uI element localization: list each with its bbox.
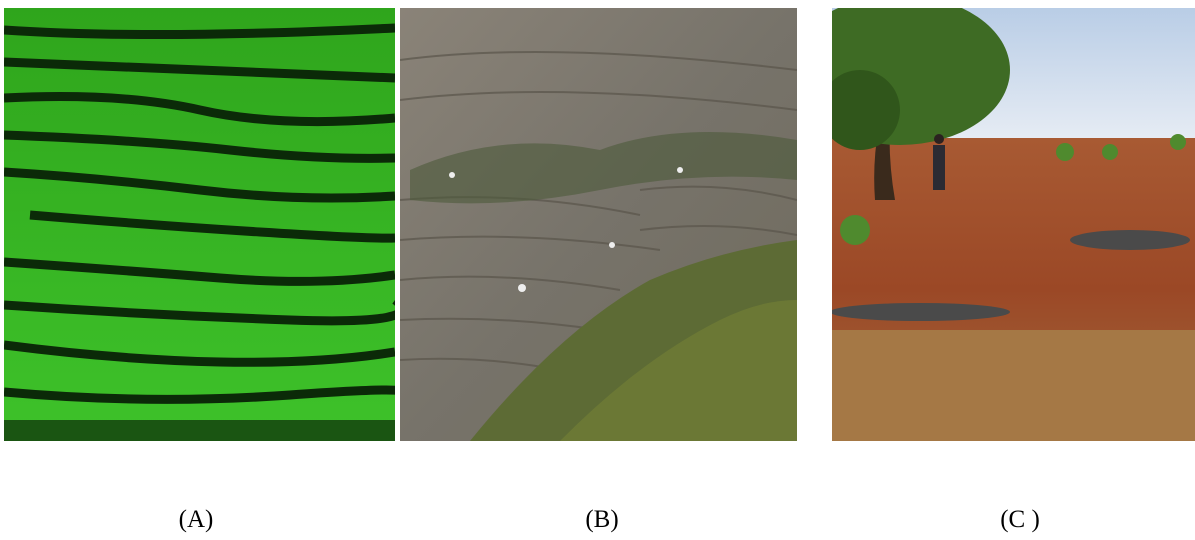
photo-field [790,0,1195,441]
photo-rice-terraces [4,8,402,441]
panel-label: (B) [585,506,618,533]
page: (A) (B) (C ) (() => { const data = JSON.… [0,0,1195,535]
panel-label: (C ) [1000,506,1040,533]
photo-mountain-terraces [400,8,797,441]
panel-label: (A) [179,506,214,533]
figure: (A) (B) (C ) [0,0,1195,535]
